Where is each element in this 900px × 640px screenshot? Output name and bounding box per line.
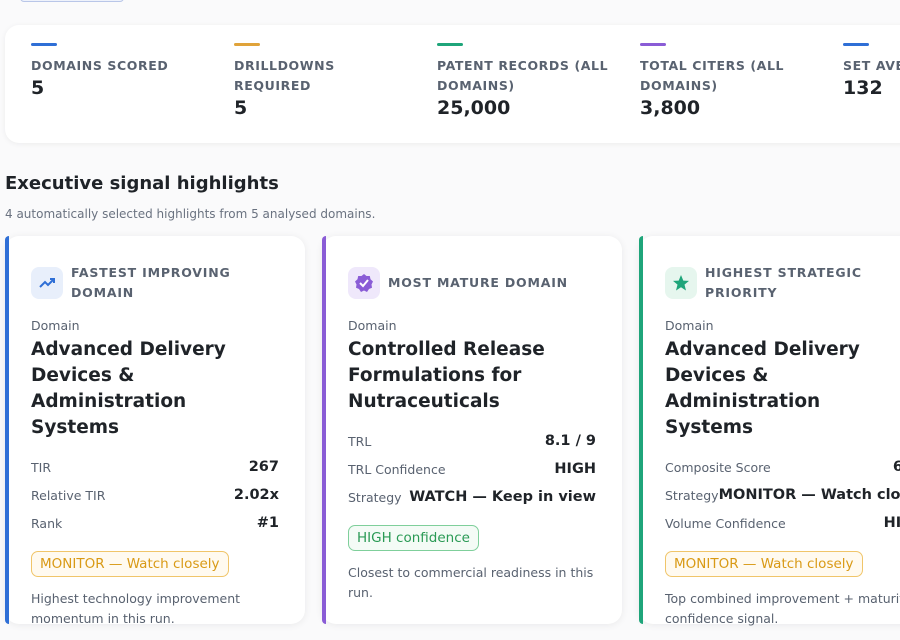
metrics: TRL 8.1 / 9 TRL Confidence HIGH Strategy WATC… bbox=[348, 427, 596, 511]
icon-shape bbox=[355, 274, 373, 292]
domain-label: Domain bbox=[665, 318, 714, 333]
button-edge[interactable] bbox=[20, 0, 124, 2]
domain-label: Domain bbox=[348, 318, 397, 333]
stat-label: PATENT RECORDS (ALL DOMAINS) bbox=[437, 58, 609, 93]
metric-row: Strategy MONITOR — Watch close bbox=[665, 481, 900, 509]
card-eyebrow: FASTEST IMPROVING DOMAIN bbox=[71, 265, 231, 300]
metric-label: Strategy bbox=[348, 489, 402, 505]
stat-label: DRILLDOWNS REQUIRED bbox=[234, 58, 335, 93]
badge: HIGH confidence bbox=[348, 525, 479, 551]
badge-wrap: MONITOR — Watch closely bbox=[31, 537, 279, 577]
stat-value: 5 bbox=[234, 97, 248, 119]
metric-row: TIR 267 bbox=[31, 453, 279, 481]
metric-label: TIR bbox=[31, 459, 52, 475]
card-accent bbox=[5, 236, 9, 624]
domain-name: Advanced Delivery Devices & Administrati… bbox=[665, 339, 860, 438]
stat-value: 132 bbox=[843, 77, 883, 99]
metric-label: Strategy bbox=[665, 487, 719, 503]
domain-name: Controlled Release Formulations for Nutr… bbox=[348, 339, 545, 412]
metric-value: HIGH bbox=[554, 461, 596, 477]
metrics: TIR 267 Relative TIR 2.02x Rank #1 bbox=[31, 453, 279, 537]
icon-shape bbox=[50, 278, 55, 283]
badge-wrap: MONITOR — Watch closely bbox=[665, 537, 900, 577]
metric-value: #1 bbox=[256, 515, 279, 531]
card-header: MOST MATURE DOMAIN bbox=[348, 262, 596, 304]
metric-value: MONITOR — Watch close bbox=[718, 487, 900, 503]
metric-label: Composite Score bbox=[665, 459, 771, 475]
stat-value: 25,000 bbox=[437, 97, 511, 119]
section-subtitle: 4 automatically selected highlights from… bbox=[5, 207, 376, 221]
icon-shape bbox=[673, 275, 689, 291]
metric-label: TRL bbox=[348, 433, 372, 449]
domain-name: Advanced Delivery Devices & Administrati… bbox=[31, 339, 226, 438]
icon-shape bbox=[359, 279, 369, 288]
stat: TOTAL CITERS (ALL DOMAINS) 3,800 bbox=[640, 43, 820, 119]
icon-shape bbox=[355, 274, 373, 292]
highlight-card: HIGHEST STRATEGIC PRIORITY Domain Advanced… bbox=[639, 236, 900, 626]
card-header: FASTEST IMPROVING DOMAIN bbox=[31, 262, 279, 304]
stat: SET AVE 132 bbox=[843, 43, 900, 99]
card-description: Closest to commercial readiness in this … bbox=[348, 565, 594, 600]
metric-label: Relative TIR bbox=[31, 487, 106, 503]
stat-value: 3,800 bbox=[640, 97, 701, 119]
section-title: Executive signal highlights bbox=[5, 173, 279, 194]
metric-label: TRL Confidence bbox=[348, 461, 446, 477]
icon-shape bbox=[39, 278, 55, 288]
metric-row: Relative TIR 2.02x bbox=[31, 481, 279, 509]
stat-label: DOMAINS SCORED bbox=[31, 58, 169, 73]
highlight-card: MOST MATURE DOMAIN Domain Controlled Relea… bbox=[322, 236, 622, 624]
metric-label: Rank bbox=[31, 515, 63, 531]
card-accent bbox=[639, 236, 643, 624]
card-description: Highest technology improvement momentum … bbox=[31, 591, 241, 626]
metric-row: Strategy WATCH — Keep in view bbox=[348, 483, 596, 511]
card-icon bbox=[31, 267, 63, 299]
stat: DRILLDOWNS REQUIRED 5 bbox=[234, 43, 414, 119]
metric-row: TRL 8.1 / 9 bbox=[348, 427, 596, 455]
card-eyebrow: MOST MATURE DOMAIN bbox=[388, 275, 568, 290]
card-icon bbox=[348, 267, 380, 299]
metric-value: 60 bbox=[892, 459, 900, 475]
highlight-card: FASTEST IMPROVING DOMAIN Domain Advanced D… bbox=[5, 236, 305, 626]
stat-label: SET AVE bbox=[843, 58, 900, 73]
metric-row: TRL Confidence HIGH bbox=[348, 455, 596, 483]
badge-wrap: HIGH confidence bbox=[348, 511, 596, 551]
icon-shape bbox=[673, 275, 689, 291]
badge: MONITOR — Watch closely bbox=[665, 551, 863, 577]
card-header: HIGHEST STRATEGIC PRIORITY bbox=[665, 262, 900, 304]
metric-value: WATCH — Keep in view bbox=[409, 489, 596, 505]
card-description: Top combined improvement + maturity conf… bbox=[665, 591, 900, 626]
card-accent bbox=[322, 236, 326, 624]
stat: PATENT RECORDS (ALL DOMAINS) 25,000 bbox=[437, 43, 617, 119]
stat-accent bbox=[640, 43, 666, 46]
stat: DOMAINS SCORED 5 bbox=[31, 43, 211, 99]
icon-shape bbox=[39, 278, 55, 288]
metric-row: Rank #1 bbox=[31, 509, 279, 537]
card-eyebrow: HIGHEST STRATEGIC PRIORITY bbox=[705, 265, 862, 300]
metric-row: Volume Confidence HIG bbox=[665, 509, 900, 537]
stat-accent bbox=[31, 43, 57, 46]
metric-label: Volume Confidence bbox=[665, 515, 786, 531]
stat-accent bbox=[437, 43, 463, 46]
stats-card: DOMAINS SCORED 5 DRILLDOWNS REQUIRED 5 PATEN… bbox=[5, 25, 900, 143]
metric-row: Composite Score 60 bbox=[665, 453, 900, 481]
metric-value: 8.1 / 9 bbox=[544, 433, 596, 449]
badge: MONITOR — Watch closely bbox=[31, 551, 229, 577]
metric-value: 2.02x bbox=[233, 487, 279, 503]
domain-label: Domain bbox=[31, 318, 80, 333]
stat-label: TOTAL CITERS (ALL DOMAINS) bbox=[640, 58, 785, 93]
stat-accent bbox=[234, 43, 260, 46]
stat-accent bbox=[843, 43, 869, 46]
card-icon bbox=[665, 267, 697, 299]
metric-value: 267 bbox=[248, 459, 279, 475]
metric-value: HIG bbox=[883, 515, 900, 531]
stat-value: 5 bbox=[31, 77, 45, 99]
